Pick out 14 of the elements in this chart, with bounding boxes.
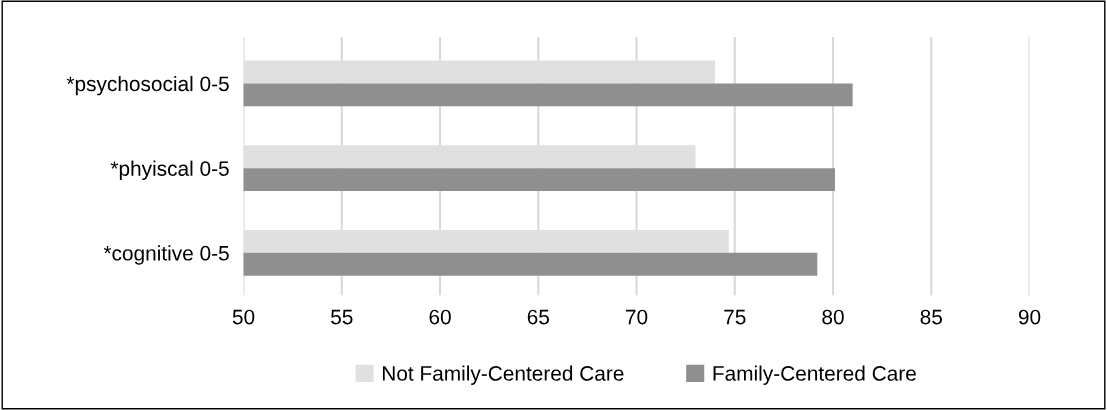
y-tick-label: *psychosocial 0-5: [66, 75, 229, 96]
x-tick-label: 60: [429, 309, 451, 325]
y-tick-label: *phyiscal 0-5: [110, 160, 229, 181]
x-tick-label: 85: [920, 309, 942, 325]
x-tick-label: 75: [724, 309, 746, 325]
x-tick-label: 55: [331, 309, 353, 325]
legend-label: Not Family-Centered Care: [382, 365, 624, 385]
legend-label: Family-Centered Care: [713, 365, 916, 385]
y-tick-label: *cognitive 0-5: [103, 245, 229, 265]
x-tick-label: 50: [232, 309, 255, 325]
x-tick-label: 80: [822, 309, 844, 325]
x-tick-label: 90: [1018, 309, 1041, 325]
x-tick-label: 65: [527, 309, 549, 325]
x-tick-label: 70: [626, 309, 648, 325]
